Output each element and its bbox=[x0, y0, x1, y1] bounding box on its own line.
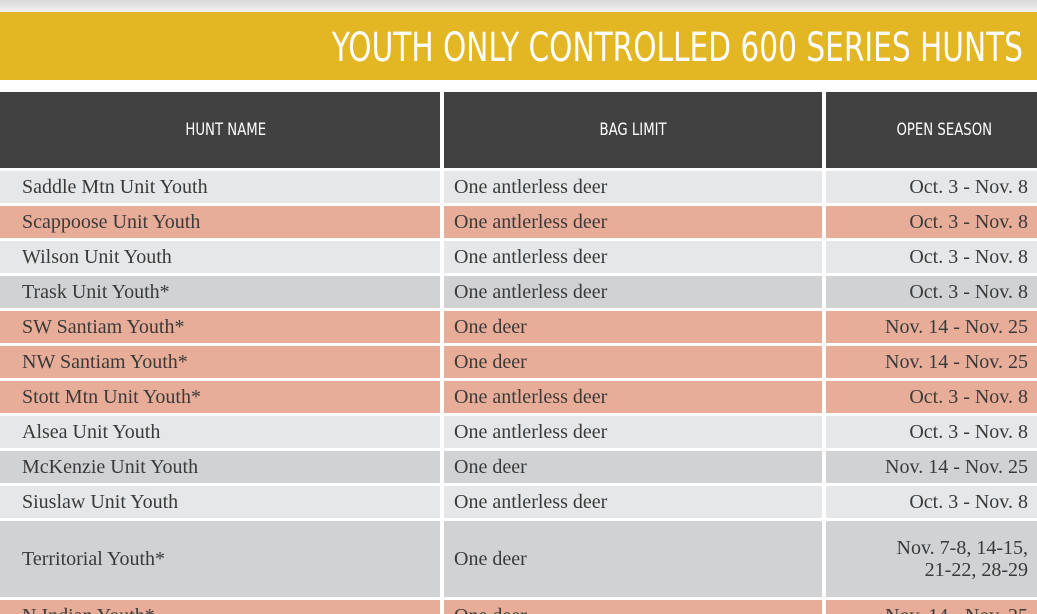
hunt-name: Scappoose Unit Youth bbox=[12, 206, 440, 238]
hunt-name: SW Santiam Youth* bbox=[12, 311, 440, 343]
top-strip bbox=[0, 0, 1037, 12]
bag-limit: One antlerless deer bbox=[444, 416, 822, 448]
column-header-text: HUNT NAME bbox=[185, 120, 267, 140]
bag-limit: One antlerless deer bbox=[444, 381, 822, 413]
hunt-name: Trask Unit Youth* bbox=[12, 276, 440, 308]
open-season: Oct. 3 - Nov. 8 bbox=[826, 381, 1037, 413]
bag-limit: One antlerless deer bbox=[444, 241, 822, 273]
hunt-name: McKenzie Unit Youth bbox=[12, 451, 440, 483]
bag-limit: One deer bbox=[444, 451, 822, 483]
hunt-name: Stott Mtn Unit Youth* bbox=[12, 381, 440, 413]
open-season: Nov. 7-8, 14-15, 21-22, 28-29 bbox=[826, 521, 1037, 597]
open-season: Nov. 14 - Nov. 25 bbox=[826, 346, 1037, 378]
hunt-name: Siuslaw Unit Youth bbox=[12, 486, 440, 518]
bag-limit: One deer bbox=[444, 346, 822, 378]
bag-limit: One antlerless deer bbox=[444, 206, 822, 238]
column-header: OPEN SEASON bbox=[826, 92, 1037, 168]
bag-limit: One deer bbox=[444, 311, 822, 343]
title-banner: YOUTH ONLY CONTROLLED 600 SERIES HUNTS bbox=[0, 12, 1037, 80]
open-season: Oct. 3 - Nov. 8 bbox=[826, 486, 1037, 518]
hunt-name: Alsea Unit Youth bbox=[12, 416, 440, 448]
hunt-name: Saddle Mtn Unit Youth bbox=[12, 171, 440, 203]
bag-limit: One antlerless deer bbox=[444, 171, 822, 203]
open-season: Nov. 14 - Nov. 25 bbox=[826, 600, 1037, 614]
open-season: Oct. 3 - Nov. 8 bbox=[826, 206, 1037, 238]
open-season: Oct. 3 - Nov. 8 bbox=[826, 276, 1037, 308]
open-season: Nov. 14 - Nov. 25 bbox=[826, 311, 1037, 343]
hunt-name: NW Santiam Youth* bbox=[12, 346, 440, 378]
bag-limit: One antlerless deer bbox=[444, 486, 822, 518]
open-season: Nov. 14 - Nov. 25 bbox=[826, 451, 1037, 483]
column-header: BAG LIMIT bbox=[444, 92, 822, 168]
bag-limit: One deer bbox=[444, 521, 822, 597]
open-season: Oct. 3 - Nov. 8 bbox=[826, 241, 1037, 273]
hunt-name: Wilson Unit Youth bbox=[12, 241, 440, 273]
column-header-text: OPEN SEASON bbox=[896, 120, 992, 140]
column-header-text: BAG LIMIT bbox=[599, 120, 667, 140]
hunt-name: Territorial Youth* bbox=[12, 521, 440, 597]
column-header: HUNT NAME bbox=[12, 92, 440, 168]
bag-limit: One antlerless deer bbox=[444, 276, 822, 308]
hunt-name: N Indian Youth* bbox=[12, 600, 440, 614]
title: YOUTH ONLY CONTROLLED 600 SERIES HUNTS bbox=[331, 25, 1023, 71]
open-season: Oct. 3 - Nov. 8 bbox=[826, 171, 1037, 203]
open-season: Oct. 3 - Nov. 8 bbox=[826, 416, 1037, 448]
bag-limit: One deer bbox=[444, 600, 822, 614]
